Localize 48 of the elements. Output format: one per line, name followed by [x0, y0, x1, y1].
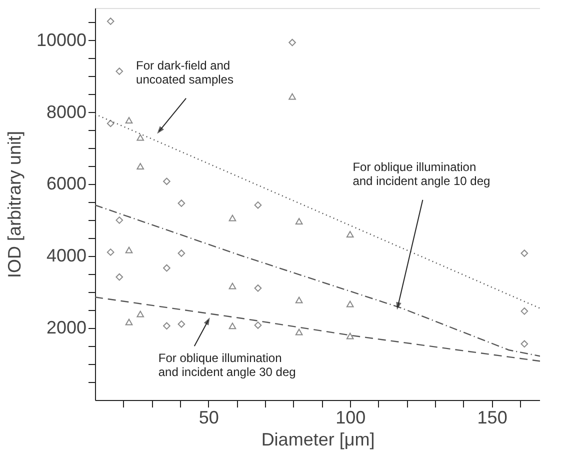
annotation: For oblique illumination and incident angle 10 deg — [352, 160, 490, 188]
point — [288, 93, 296, 100]
point — [178, 200, 186, 207]
point — [288, 38, 296, 46]
point — [116, 216, 124, 224]
y-tick-label: 4000 — [46, 246, 86, 266]
point — [163, 264, 170, 272]
point — [520, 308, 528, 315]
point — [178, 250, 186, 257]
x-tick-label: 150 — [477, 408, 508, 428]
point — [116, 273, 124, 281]
y-tick-label: 10000 — [36, 30, 86, 50]
point — [228, 282, 236, 290]
x-tick-label: 100 — [336, 408, 366, 428]
point — [228, 214, 236, 222]
point — [254, 201, 262, 209]
point — [228, 322, 236, 330]
point — [106, 120, 114, 128]
point — [136, 134, 144, 141]
point — [254, 322, 262, 329]
point — [346, 300, 354, 308]
y-tick-label: 6000 — [46, 174, 86, 194]
annotation: For oblique illumination and incident angle 30 deg — [158, 351, 296, 380]
point — [520, 340, 528, 348]
y-axis-title: IOD [arbitrary unit] — [4, 130, 24, 278]
point — [254, 284, 262, 292]
point — [116, 68, 124, 75]
point — [125, 318, 133, 326]
point — [106, 18, 114, 25]
point — [163, 178, 170, 186]
point — [163, 322, 170, 330]
point — [178, 320, 186, 328]
x-tick-label: 50 — [198, 408, 219, 428]
point — [520, 250, 528, 257]
point — [295, 296, 303, 304]
point — [136, 163, 144, 170]
point — [295, 328, 303, 336]
point — [125, 116, 133, 124]
annotation: For dark-field and uncoated samples — [136, 58, 234, 86]
x-axis-title: Diameter [μm] — [261, 430, 375, 450]
point — [136, 310, 144, 318]
point — [125, 246, 133, 254]
y-tick-label: 8000 — [46, 102, 86, 122]
point — [106, 248, 114, 256]
point — [346, 230, 354, 238]
y-tick-label: 2000 — [46, 318, 86, 338]
point — [295, 218, 303, 224]
point — [346, 332, 354, 340]
